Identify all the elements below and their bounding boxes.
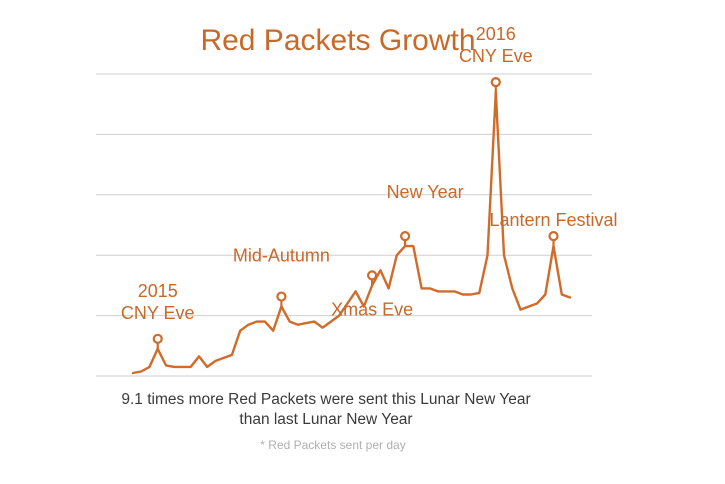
series-line (131, 90, 572, 375)
event-label-2-line-0: Xmas Eve (331, 299, 413, 319)
event-marker-2 (367, 270, 378, 281)
event-marker-3 (399, 231, 411, 242)
event-marker-5 (548, 231, 559, 242)
event-marker-1 (276, 291, 287, 302)
event-label-5-line-0: Lantern Festival (489, 210, 617, 230)
event-marker-0 (152, 333, 163, 344)
chart-title: Red Packets Growth (200, 24, 475, 57)
event-label-0-line-0: 2015 (138, 281, 178, 301)
gridlines (96, 73, 592, 377)
event-markers (152, 77, 559, 349)
event-label-4-line-0: 2016 (476, 24, 516, 44)
footnote: * Red Packets sent per day (260, 438, 405, 452)
caption-line-1: 9.1 times more Red Packets were sent thi… (121, 391, 530, 408)
event-label-4-line-1: CNY Eve (459, 46, 533, 66)
event-label-1-line-0: Mid-Autumn (233, 246, 330, 266)
event-label-0-line-1: CNY Eve (121, 303, 195, 323)
event-label-3-line-0: New Year (387, 182, 464, 202)
caption-line-2: than last Lunar New Year (239, 411, 412, 428)
event-marker-4 (490, 77, 501, 88)
